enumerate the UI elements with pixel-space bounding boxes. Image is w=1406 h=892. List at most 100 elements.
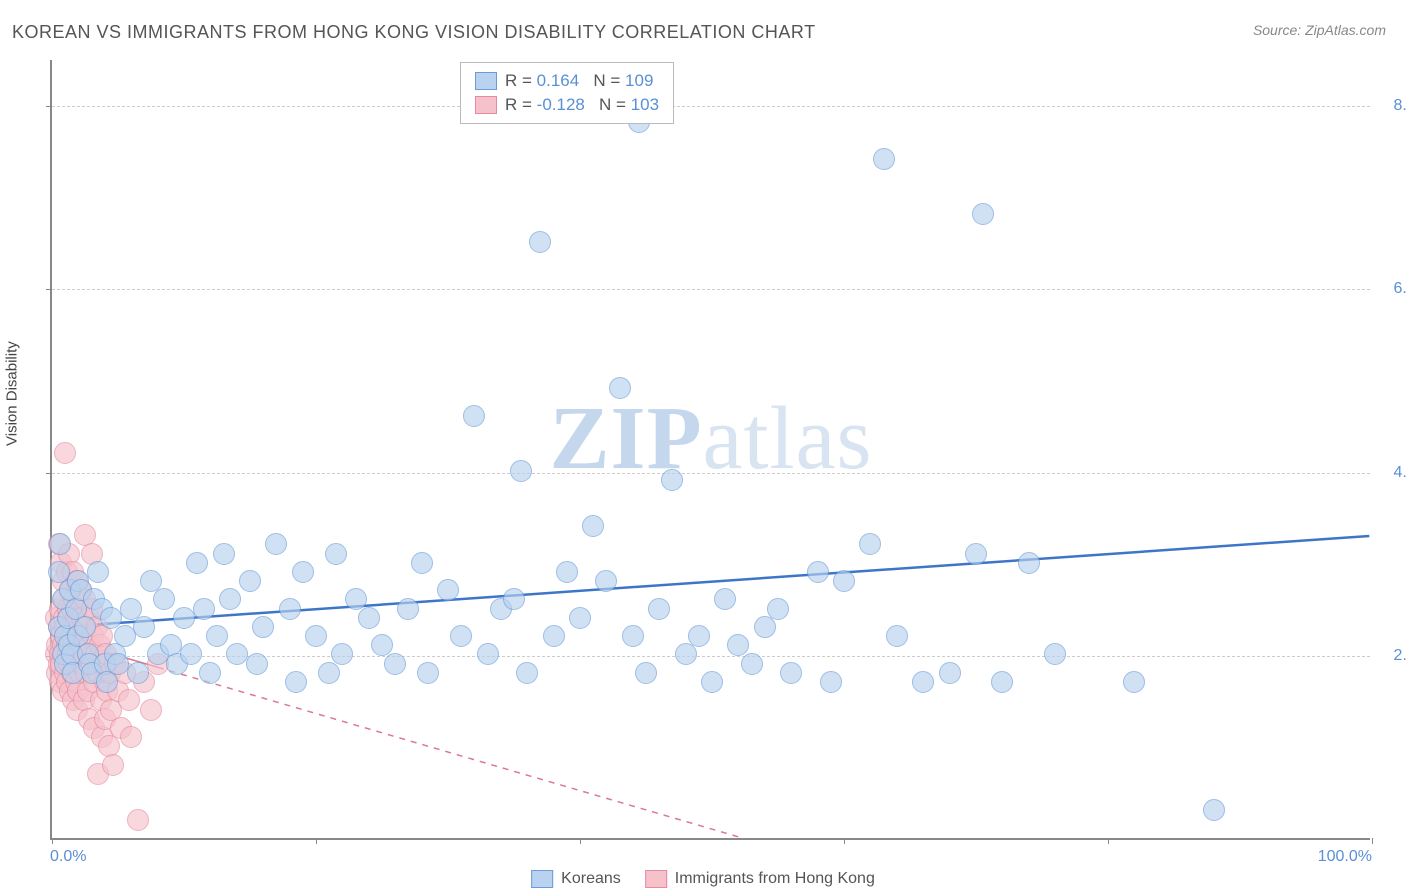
data-point-koreans bbox=[74, 616, 96, 638]
data-point-koreans bbox=[246, 653, 268, 675]
data-point-koreans bbox=[127, 662, 149, 684]
data-point-koreans bbox=[714, 588, 736, 610]
data-point-koreans bbox=[543, 625, 565, 647]
data-point-koreans bbox=[688, 625, 710, 647]
data-point-koreans bbox=[609, 377, 631, 399]
data-point-koreans bbox=[305, 625, 327, 647]
ytick-mark bbox=[46, 106, 52, 107]
data-point-koreans bbox=[397, 598, 419, 620]
data-point-koreans bbox=[265, 533, 287, 555]
data-point-koreans bbox=[965, 543, 987, 565]
gridline-horizontal bbox=[52, 289, 1370, 290]
ytick-mark bbox=[46, 473, 52, 474]
data-point-koreans bbox=[1018, 552, 1040, 574]
watermark: ZIPatlas bbox=[550, 387, 873, 490]
data-point-koreans bbox=[206, 625, 228, 647]
legend-label: Immigrants from Hong Kong bbox=[675, 870, 875, 888]
legend-swatch bbox=[475, 96, 497, 114]
ytick-mark bbox=[46, 289, 52, 290]
data-point-koreans bbox=[675, 643, 697, 665]
legend-swatch bbox=[645, 870, 667, 888]
data-point-koreans bbox=[1203, 799, 1225, 821]
ytick-label: 8.0% bbox=[1394, 97, 1406, 115]
data-point-koreans bbox=[939, 662, 961, 684]
data-point-koreans bbox=[213, 543, 235, 565]
data-point-koreans bbox=[279, 598, 301, 620]
data-point-koreans bbox=[701, 671, 723, 693]
xtick-mark bbox=[1108, 838, 1109, 844]
data-point-koreans bbox=[859, 533, 881, 555]
legend-swatch bbox=[531, 870, 553, 888]
data-point-koreans bbox=[780, 662, 802, 684]
data-point-koreans bbox=[754, 616, 776, 638]
data-point-koreans bbox=[450, 625, 472, 647]
data-point-koreans bbox=[741, 653, 763, 675]
legend-swatch bbox=[475, 72, 497, 90]
xtick-label: 0.0% bbox=[50, 848, 86, 866]
data-point-koreans bbox=[180, 643, 202, 665]
data-point-koreans bbox=[635, 662, 657, 684]
data-point-koreans bbox=[820, 671, 842, 693]
data-point-koreans bbox=[516, 662, 538, 684]
xtick-mark bbox=[1372, 838, 1373, 844]
legend-stat-row-hongkong: R = -0.128 N = 103 bbox=[475, 93, 659, 117]
data-point-koreans bbox=[331, 643, 353, 665]
data-point-koreans bbox=[285, 671, 307, 693]
chart-container: KOREAN VS IMMIGRANTS FROM HONG KONG VISI… bbox=[0, 0, 1406, 892]
data-point-koreans bbox=[153, 588, 175, 610]
y-axis-label: Vision Disability bbox=[4, 341, 21, 446]
data-point-koreans bbox=[417, 662, 439, 684]
data-point-koreans bbox=[133, 616, 155, 638]
data-point-koreans bbox=[569, 607, 591, 629]
data-point-koreans bbox=[252, 616, 274, 638]
gridline-horizontal bbox=[52, 473, 1370, 474]
ytick-label: 6.0% bbox=[1394, 280, 1406, 298]
data-point-koreans bbox=[107, 653, 129, 675]
data-point-koreans bbox=[219, 588, 241, 610]
gridline-horizontal bbox=[52, 106, 1370, 107]
data-point-koreans bbox=[199, 662, 221, 684]
legend-item-hongkong: Immigrants from Hong Kong bbox=[645, 870, 875, 888]
data-point-koreans bbox=[886, 625, 908, 647]
data-point-koreans bbox=[226, 643, 248, 665]
data-point-koreans bbox=[1044, 643, 1066, 665]
data-point-hongkong bbox=[120, 726, 142, 748]
xtick-label: 100.0% bbox=[1318, 848, 1372, 866]
legend-stat-row-koreans: R = 0.164 N = 109 bbox=[475, 69, 659, 93]
data-point-koreans bbox=[437, 579, 459, 601]
plot-area: ZIPatlas 2.0%4.0%6.0%8.0%0.0%100.0% bbox=[50, 60, 1370, 840]
data-point-hongkong bbox=[140, 699, 162, 721]
chart-title: KOREAN VS IMMIGRANTS FROM HONG KONG VISI… bbox=[12, 22, 816, 43]
data-point-koreans bbox=[807, 561, 829, 583]
legend-item-koreans: Koreans bbox=[531, 870, 621, 888]
data-point-hongkong bbox=[102, 754, 124, 776]
data-point-koreans bbox=[1123, 671, 1145, 693]
data-point-koreans bbox=[648, 598, 670, 620]
data-point-koreans bbox=[767, 598, 789, 620]
data-point-koreans bbox=[49, 533, 71, 555]
xtick-mark bbox=[316, 838, 317, 844]
data-point-koreans bbox=[173, 607, 195, 629]
data-point-koreans bbox=[193, 598, 215, 620]
data-point-koreans bbox=[595, 570, 617, 592]
data-point-hongkong bbox=[118, 689, 140, 711]
data-point-koreans bbox=[833, 570, 855, 592]
legend-label: Koreans bbox=[561, 870, 621, 888]
data-point-koreans bbox=[510, 460, 532, 482]
xtick-mark bbox=[52, 838, 53, 844]
data-point-koreans bbox=[661, 469, 683, 491]
xtick-mark bbox=[580, 838, 581, 844]
data-point-koreans bbox=[972, 203, 994, 225]
data-point-koreans bbox=[292, 561, 314, 583]
data-point-koreans bbox=[556, 561, 578, 583]
data-point-koreans bbox=[318, 662, 340, 684]
data-point-koreans bbox=[239, 570, 261, 592]
trend-lines-svg bbox=[52, 60, 1370, 838]
data-point-koreans bbox=[529, 231, 551, 253]
data-point-koreans bbox=[912, 671, 934, 693]
data-point-koreans bbox=[411, 552, 433, 574]
data-point-koreans bbox=[582, 515, 604, 537]
data-point-koreans bbox=[358, 607, 380, 629]
correlation-legend: R = 0.164 N = 109R = -0.128 N = 103 bbox=[460, 62, 674, 124]
series-legend: Koreans Immigrants from Hong Kong bbox=[531, 870, 875, 888]
